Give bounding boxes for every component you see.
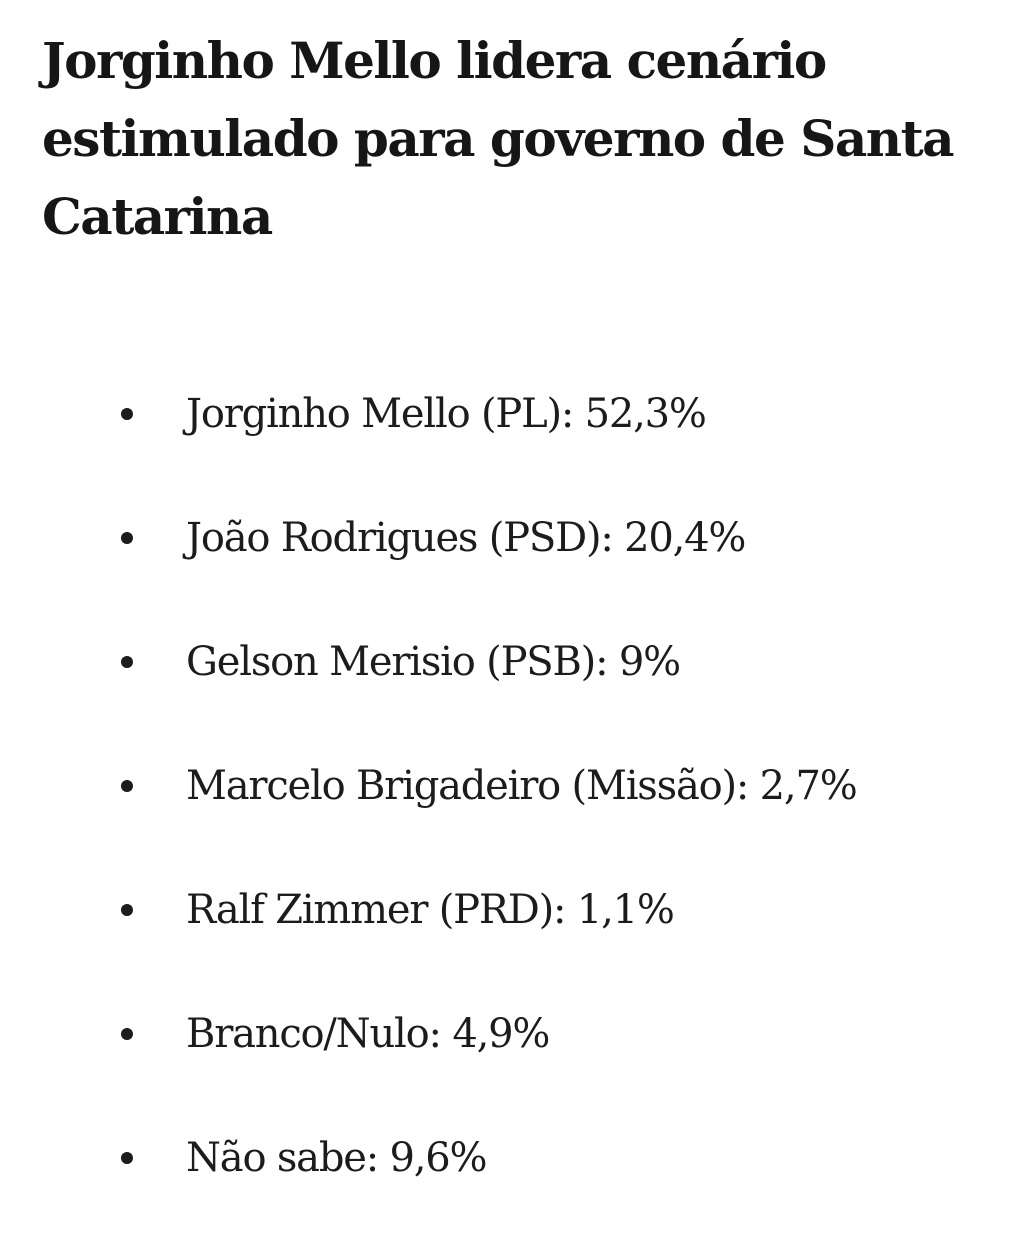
bullet-icon (121, 1028, 133, 1040)
list-item: Gelson Merisio (PSB): 9% (0, 614, 1011, 738)
result-text: Jorginho Mello (PL): 52,3% (186, 391, 707, 437)
list-item: Branco/Nulo: 4,9% (0, 986, 1011, 1110)
bullet-icon (121, 408, 133, 420)
list-item: Não sabe: 9,6% (0, 1110, 1011, 1234)
list-item: Jorginho Mello (PL): 52,3% (0, 366, 1011, 490)
bullet-icon (121, 656, 133, 668)
poll-results-list: Jorginho Mello (PL): 52,3% João Rodrigue… (0, 366, 1011, 1234)
bullet-icon (121, 1152, 133, 1164)
list-item: Marcelo Brigadeiro (Missão): 2,7% (0, 738, 1011, 862)
result-text: Ralf Zimmer (PRD): 1,1% (186, 887, 675, 933)
result-text: João Rodrigues (PSD): 20,4% (186, 515, 746, 561)
headline: Jorginho Mello lidera cenário estimulado… (42, 31, 955, 246)
result-text: Não sabe: 9,6% (186, 1135, 488, 1181)
bullet-icon (121, 532, 133, 544)
bullet-icon (121, 780, 133, 792)
bullet-icon (121, 904, 133, 916)
result-text: Gelson Merisio (PSB): 9% (186, 639, 681, 685)
article: Jorginho Mello lidera cenário estimulado… (42, 31, 955, 1181)
result-text: Branco/Nulo: 4,9% (186, 1011, 550, 1057)
result-text: Marcelo Brigadeiro (Missão): 2,7% (186, 763, 858, 809)
list-item: Ralf Zimmer (PRD): 1,1% (0, 862, 1011, 986)
list-item: João Rodrigues (PSD): 20,4% (0, 490, 1011, 614)
